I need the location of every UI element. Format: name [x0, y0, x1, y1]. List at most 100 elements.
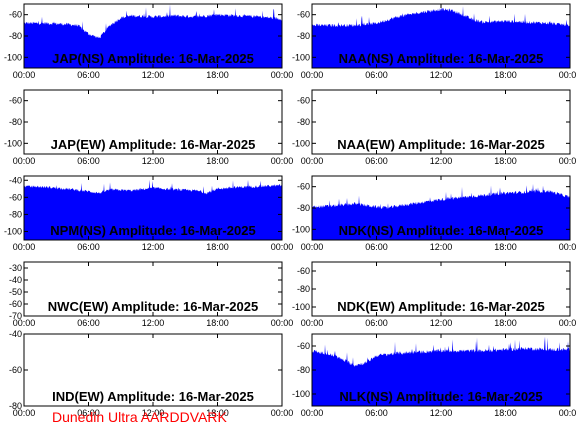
- y-tick-label: -80: [297, 365, 310, 375]
- x-tick-label: 00:00: [559, 156, 576, 166]
- x-tick-label: 00:00: [301, 156, 324, 166]
- y-tick-label: -100: [4, 52, 22, 62]
- y-tick-label: -100: [292, 389, 310, 399]
- panel-title: NAA(NS) Amplitude: 16-Mar-2025: [339, 51, 544, 66]
- x-tick-label: 12:00: [142, 70, 165, 80]
- x-tick-label: 12:00: [430, 156, 453, 166]
- panel-naa-ew: -60 -80 -100 00:00 06:00 12:00 18:00 00:00 NAA(E…: [292, 89, 576, 166]
- x-tick-label: 12:00: [430, 70, 453, 80]
- x-tick-label: 00:00: [301, 70, 324, 80]
- x-tick-label: 00:00: [559, 242, 576, 252]
- x-tick-label: 00:00: [301, 408, 324, 418]
- panel-title: JAP(NS) Amplitude: 16-Mar-2025: [52, 51, 254, 66]
- x-tick-label: 12:00: [430, 242, 453, 252]
- y-tick-label: -60: [9, 96, 22, 106]
- x-tick-label: 00:00: [13, 70, 36, 80]
- x-tick-label: 06:00: [77, 242, 100, 252]
- x-tick-label: 12:00: [430, 408, 453, 418]
- x-tick-label: 06:00: [365, 70, 388, 80]
- y-tick-label: -100: [4, 226, 22, 236]
- panel-title: NAA(EW) Amplitude: 16-Mar-2025: [337, 137, 545, 152]
- y-tick-label: -80: [297, 284, 310, 294]
- panel-title: IND(EW) Amplitude: 16-Mar-2025: [52, 389, 254, 404]
- x-tick-label: 06:00: [365, 408, 388, 418]
- y-tick-label: -80: [9, 31, 22, 41]
- x-tick-label: 18:00: [206, 318, 229, 328]
- y-tick-label: -40: [9, 329, 22, 339]
- series-npm-ns-0: [24, 179, 282, 240]
- panel-nlk-ns: -60 -80 -100 00:00 06:00 12:00 18:00 00:00 NLK(N…: [292, 333, 576, 418]
- x-tick-label: 06:00: [365, 318, 388, 328]
- y-tick-label: -100: [292, 224, 310, 234]
- y-tick-label: -80: [9, 401, 22, 411]
- x-tick-label: 00:00: [271, 408, 294, 418]
- y-tick-label: -60: [297, 10, 310, 20]
- x-tick-label: 18:00: [206, 408, 229, 418]
- panel-title: JAP(EW) Amplitude: 16-Mar-2025: [51, 137, 256, 152]
- panel-title: NDK(NS) Amplitude: 16-Mar-2025: [339, 223, 544, 238]
- y-tick-label: -60: [9, 10, 22, 20]
- x-tick-label: 12:00: [430, 318, 453, 328]
- y-tick-label: -100: [292, 302, 310, 312]
- y-tick-label: -60: [9, 192, 22, 202]
- x-tick-label: 12:00: [142, 156, 165, 166]
- panel-ndk-ns: -60 -80 -100 00:00 06:00 12:00 18:00 00:00 NDK(N…: [292, 175, 576, 252]
- x-tick-label: 00:00: [301, 242, 324, 252]
- x-tick-label: 00:00: [271, 70, 294, 80]
- panel-title: NPM(NS) Amplitude: 16-Mar-2025: [50, 223, 255, 238]
- x-tick-label: 06:00: [365, 156, 388, 166]
- x-tick-label: 00:00: [13, 156, 36, 166]
- panel-naa-ns: -60 -80 -100 00:00 06:00 12:00 18:00 00:00 NAA(N…: [292, 3, 576, 80]
- y-tick-label: -70: [9, 311, 22, 321]
- panel-title: NDK(EW) Amplitude: 16-Mar-2025: [337, 299, 545, 314]
- y-tick-label: -80: [297, 203, 310, 213]
- panel-npm-ns: -40 -60 -80 -100 00:00 06:00 12:00 18:00 00:00 NP…: [4, 175, 293, 252]
- panel-title: NLK(NS) Amplitude: 16-Mar-2025: [339, 389, 542, 404]
- series-nlk-ns-0: [312, 336, 570, 406]
- x-tick-label: 00:00: [559, 408, 576, 418]
- y-tick-label: -60: [297, 266, 310, 276]
- y-tick-label: -30: [9, 263, 22, 273]
- y-tick-label: -60: [297, 341, 310, 351]
- y-tick-label: -60: [297, 182, 310, 192]
- panel-jap-ns: -60 -80 -100 00:00 06:00 12:00 18:00 00:00 JAP(N…: [4, 3, 294, 80]
- y-tick-label: -80: [9, 117, 22, 127]
- y-tick-label: -40: [9, 275, 22, 285]
- panel-jap-ew: -60 -80 -100 00:00 06:00 12:00 18:00 00:00 JAP(E…: [4, 89, 294, 166]
- x-tick-label: 00:00: [271, 318, 294, 328]
- y-tick-label: -80: [297, 31, 310, 41]
- y-tick-label: -100: [292, 52, 310, 62]
- x-tick-label: 00:00: [13, 318, 36, 328]
- x-tick-label: 06:00: [77, 318, 100, 328]
- y-tick-label: -100: [4, 138, 22, 148]
- x-tick-label: 18:00: [206, 242, 229, 252]
- footer-label: Dunedin Ultra AARDDVARK: [52, 409, 227, 425]
- x-tick-label: 18:00: [494, 242, 517, 252]
- y-tick-label: -60: [297, 96, 310, 106]
- x-tick-label: 18:00: [206, 156, 229, 166]
- x-tick-label: 00:00: [559, 318, 576, 328]
- y-tick-label: -80: [297, 117, 310, 127]
- x-tick-label: 06:00: [77, 70, 100, 80]
- x-tick-label: 06:00: [365, 242, 388, 252]
- y-tick-label: -60: [9, 365, 22, 375]
- y-tick-label: -60: [9, 299, 22, 309]
- series-jap-ns-0: [24, 4, 282, 68]
- panel-ndk-ew: -60 -80 -100 00:00 06:00 12:00 18:00 00:00 NDK(E…: [292, 261, 576, 328]
- y-tick-label: -80: [9, 209, 22, 219]
- x-tick-label: 12:00: [142, 408, 165, 418]
- x-tick-label: 18:00: [494, 156, 517, 166]
- x-tick-label: 12:00: [142, 318, 165, 328]
- x-tick-label: 18:00: [494, 70, 517, 80]
- series-naa-ns-0: [312, 6, 570, 69]
- y-tick-label: -100: [292, 138, 310, 148]
- x-tick-label: 00:00: [271, 242, 294, 252]
- x-tick-label: 00:00: [271, 156, 294, 166]
- x-tick-label: 00:00: [301, 318, 324, 328]
- x-tick-label: 06:00: [77, 156, 100, 166]
- x-tick-label: 18:00: [494, 408, 517, 418]
- x-tick-label: 12:00: [142, 242, 165, 252]
